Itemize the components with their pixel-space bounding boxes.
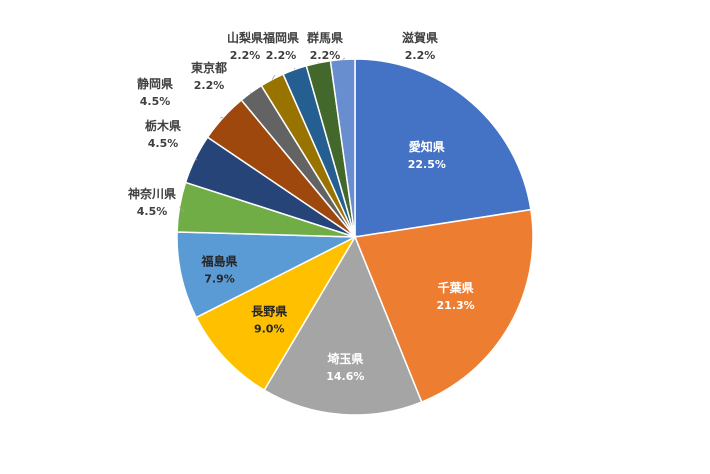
pie-slice-4	[195, 235, 357, 392]
slice-label-name: 福岡県	[262, 30, 299, 45]
slice-label-name: 福島県	[201, 253, 238, 268]
slice-label-name: 愛知県	[409, 139, 445, 154]
slice-label-percent: 2.2%	[405, 49, 436, 62]
pie-slice-3	[263, 235, 423, 416]
leader-line-6	[179, 206, 185, 213]
leader-line-10	[271, 74, 276, 80]
pie-slice-13	[329, 58, 356, 238]
slice-label-percent: 4.5%	[140, 95, 171, 108]
slice-label-percent: 2.2%	[230, 49, 261, 62]
slice-label-name: 神奈川県	[128, 186, 176, 201]
slice-label-name: 長野県	[251, 303, 287, 318]
leader-lines	[179, 57, 346, 213]
slice-label-name: 群馬県	[306, 30, 343, 45]
slice-label-percent: 2.2%	[194, 79, 225, 92]
slice-label-percent: 4.5%	[148, 137, 179, 150]
slice-label-name: 静岡県	[137, 76, 173, 91]
slice-label-name: 千葉県	[438, 280, 474, 295]
slice-label-percent: 2.2%	[266, 49, 297, 62]
leader-line-9	[249, 92, 252, 94]
slice-label-percent: 4.5%	[137, 205, 168, 218]
slice-label-name: 東京都	[191, 60, 227, 75]
slice-label-name: 埼玉県	[327, 351, 363, 366]
slice-label-percent: 21.3%	[437, 299, 475, 312]
slice-labels: 愛知県 22.5% 千葉県 21.3% 埼玉県 14.6% 長野県 9.0% 福島県 7.9% 神奈…	[128, 30, 475, 383]
leader-line-7	[194, 158, 198, 161]
slice-label-percent: 2.2%	[310, 49, 341, 62]
slice-label-percent: 7.9%	[204, 272, 235, 285]
slice-label-percent: 9.0%	[254, 322, 285, 335]
pie-slice-2	[353, 208, 534, 404]
leader-line-13	[342, 57, 346, 60]
slice-label-name: 栃木県	[145, 118, 181, 133]
pie-slice-1	[354, 58, 532, 238]
slice-label-percent: 14.6%	[326, 370, 364, 383]
slice-label-percent: 22.5%	[408, 158, 446, 171]
slice-label-name: 滋賀県	[402, 30, 438, 45]
slice-label-name: 山梨県	[227, 30, 263, 45]
leader-line-8	[219, 117, 224, 119]
